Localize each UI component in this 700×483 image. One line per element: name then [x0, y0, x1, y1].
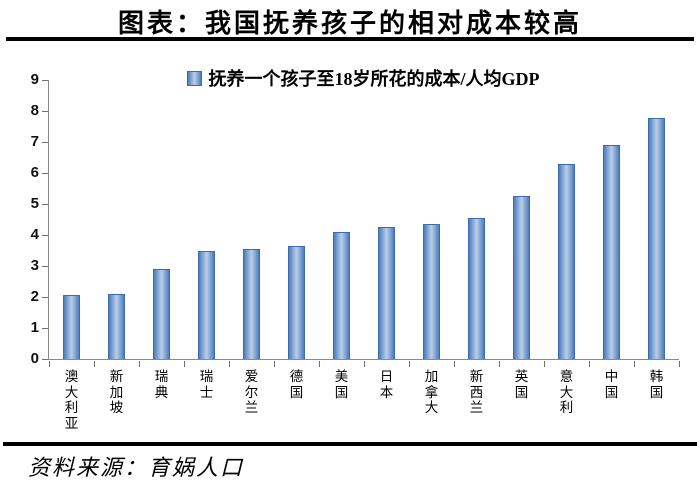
x-axis-tick [183, 361, 185, 367]
y-axis-label: 9 [30, 71, 39, 88]
x-axis-label: 意大利 [559, 369, 574, 415]
x-axis-tick [318, 361, 320, 367]
y-axis-tick [42, 79, 48, 81]
y-axis-tick [42, 141, 48, 143]
x-axis-label: 美国 [334, 369, 349, 400]
bar-日本 [378, 226, 395, 359]
legend-color-swatch-icon [186, 70, 202, 86]
x-axis-tick [633, 361, 635, 367]
bar-中国 [603, 145, 620, 359]
x-axis-label: 新加坡 [109, 369, 124, 415]
x-axis-tick [138, 361, 140, 367]
y-axis-label: 7 [30, 133, 39, 150]
x-axis-label: 瑞士 [199, 369, 214, 400]
x-axis-tick [93, 361, 95, 367]
plot-area: 0 1 2 3 4 5 6 7 8 9 澳大利亚 新加坡 瑞典瑞士 爱尔兰 德国美国日本 加拿大 新西兰 英国意大… [31, 71, 680, 431]
x-axis-label: 韩国 [649, 369, 664, 400]
x-axis-tick [408, 361, 410, 367]
y-axis-label: 3 [30, 257, 39, 274]
y-axis-tick [42, 234, 48, 236]
bar-爱尔兰 [243, 248, 260, 359]
y-axis-label: 8 [30, 102, 39, 119]
source-note: 资料来源：育娲人口 [28, 455, 245, 480]
y-axis-tick [42, 203, 48, 205]
x-axis-label: 德国 [289, 369, 304, 400]
bar-美国 [333, 231, 350, 359]
y-axis-tick [42, 296, 48, 298]
figure-title: 图表：我国抚养孩子的相对成本较高 [117, 9, 582, 38]
y-axis-tick [42, 265, 48, 267]
y-axis-label: 1 [30, 319, 39, 336]
footer-divider [3, 442, 697, 446]
x-axis-tick [363, 361, 365, 367]
x-axis-tick [273, 361, 275, 367]
bar-德国 [288, 246, 305, 359]
x-axis-label: 新西兰 [469, 369, 484, 415]
x-axis-tick [453, 361, 455, 367]
x-axis-tick [498, 361, 500, 367]
y-axis-tick [42, 172, 48, 174]
bar-韩国 [648, 117, 665, 359]
bar-澳大利亚 [63, 294, 80, 359]
y-axis-tick [42, 110, 48, 112]
x-axis-tick [228, 361, 230, 367]
y-axis-label: 0 [30, 350, 39, 367]
y-axis-label: 4 [30, 226, 39, 243]
y-axis-label: 6 [30, 164, 39, 181]
y-axis-tick [42, 327, 48, 329]
bar-新西兰 [468, 217, 485, 359]
x-axis-label: 瑞典 [154, 369, 169, 400]
y-axis-label: 5 [30, 195, 39, 212]
chart-legend: 抚养一个孩子至18岁所花的成本/人均GDP [48, 65, 678, 91]
bar-加拿大 [423, 224, 440, 359]
legend-label: 抚养一个孩子至18岁所花的成本/人均GDP [208, 69, 540, 89]
x-axis-tick [678, 361, 680, 367]
bar-新加坡 [108, 293, 125, 359]
y-axis-tick [42, 358, 48, 360]
bar-意大利 [558, 164, 575, 359]
x-axis-tick [543, 361, 545, 367]
title-divider [6, 37, 694, 41]
x-axis-label: 中国 [604, 369, 619, 400]
x-axis-label: 日本 [379, 369, 394, 400]
x-axis-label: 爱尔兰 [244, 369, 259, 415]
bar-瑞典 [153, 268, 170, 359]
x-axis-tick [48, 361, 50, 367]
x-axis-label: 澳大利亚 [64, 369, 79, 431]
x-axis-tick [588, 361, 590, 367]
x-axis-label: 英国 [514, 369, 529, 400]
bar-英国 [513, 196, 530, 359]
y-axis-label: 2 [30, 288, 39, 305]
bar-瑞士 [198, 250, 215, 359]
x-axis-label: 加拿大 [424, 369, 439, 415]
